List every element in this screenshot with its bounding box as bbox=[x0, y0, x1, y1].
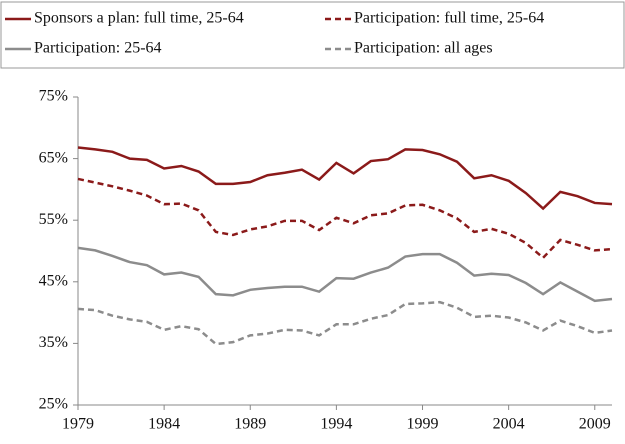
x-tick-label: 1994 bbox=[320, 416, 352, 433]
legend-label: Participation: all ages bbox=[354, 40, 493, 57]
x-tick-label: 1979 bbox=[62, 416, 94, 433]
legend-label: Participation: 25-64 bbox=[34, 40, 162, 57]
series-line bbox=[77, 146, 613, 211]
series-line bbox=[77, 246, 613, 303]
x-tick-label: 2004 bbox=[493, 416, 525, 433]
series-line bbox=[77, 300, 613, 346]
y-tick-label: 35% bbox=[39, 334, 68, 351]
y-tick-label: 55% bbox=[39, 211, 68, 228]
y-tick-label: 25% bbox=[39, 396, 68, 413]
y-tick-label: 45% bbox=[39, 272, 68, 289]
legend-label: Sponsors a plan: full time, 25-64 bbox=[34, 10, 244, 27]
series-line bbox=[77, 177, 613, 260]
x-tick-label: 2009 bbox=[579, 416, 611, 433]
y-tick-label: 75% bbox=[39, 88, 68, 105]
y-tick-label: 65% bbox=[39, 149, 68, 166]
legend-box bbox=[0, 1, 625, 69]
x-tick-label: 1989 bbox=[234, 416, 266, 433]
legend-label: Participation: full time, 25-64 bbox=[354, 10, 544, 27]
x-tick-label: 1984 bbox=[148, 416, 180, 433]
x-tick-label: 1999 bbox=[407, 416, 439, 433]
